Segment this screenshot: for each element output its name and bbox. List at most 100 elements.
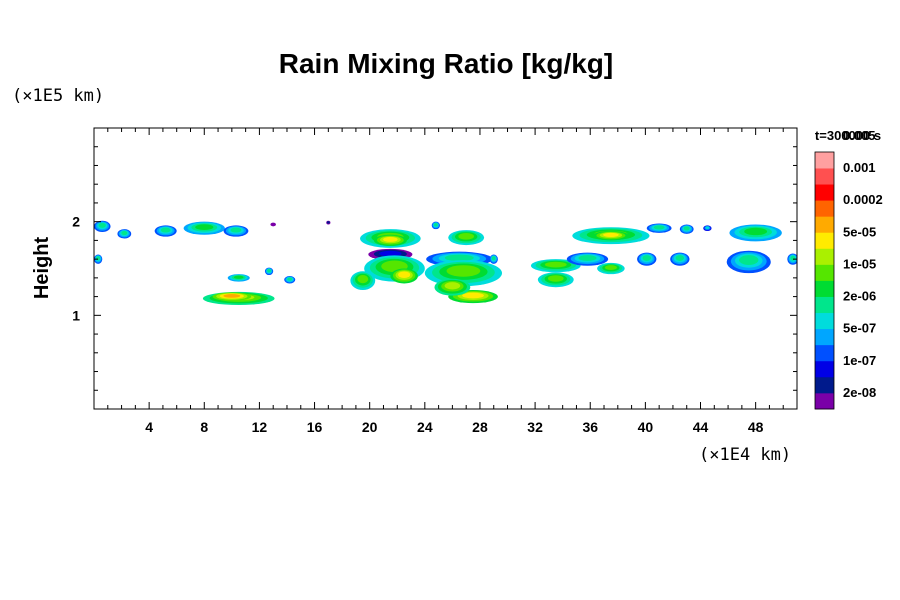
contour-band — [233, 275, 244, 279]
colorbar-swatch — [815, 376, 834, 394]
colorbar-label: 1e-05 — [843, 256, 876, 271]
data-cell — [637, 252, 657, 266]
data-cell — [566, 252, 609, 266]
contour-band — [230, 227, 242, 233]
colorbar-swatch — [815, 168, 834, 185]
data-cell — [670, 252, 690, 266]
colorbar-swatch — [815, 360, 834, 378]
contour-band — [491, 256, 496, 261]
contour-band — [675, 255, 685, 261]
colorbar-frame — [814, 151, 835, 410]
contour-band — [604, 265, 617, 271]
contour-band — [98, 222, 106, 228]
contour-band — [195, 224, 214, 230]
y-axis-label: Height — [31, 237, 53, 300]
contour-band — [544, 261, 567, 268]
colorbar-swatch — [815, 280, 834, 297]
x-tick-label: 8 — [200, 419, 208, 435]
data-cell — [350, 271, 376, 291]
colorbar-swatch — [815, 184, 834, 201]
data-cell — [424, 260, 503, 287]
contour-band — [653, 225, 665, 230]
contour-band — [705, 226, 710, 229]
colorbar-swatch — [815, 296, 834, 314]
data-cell — [448, 230, 485, 246]
colorbar-swatch — [815, 312, 834, 330]
data-cell — [431, 221, 440, 230]
data-cell — [597, 262, 625, 275]
colorbar-swatch — [815, 152, 834, 169]
plot-frame — [93, 127, 798, 410]
contour-band — [790, 255, 796, 261]
colorbar: 2e-08 1e-07 5e-07 2e-06 1e-05 5e-05 0.0002 0.00… — [814, 128, 883, 410]
x-tick-label: 4 — [145, 419, 153, 435]
data-cell — [434, 278, 471, 296]
data-cell — [284, 275, 296, 284]
contour-band — [121, 231, 128, 236]
contour-band — [739, 255, 759, 265]
contour-band — [444, 254, 474, 262]
x-tick-label: 36 — [582, 419, 598, 435]
contour-band — [287, 277, 293, 281]
x-tick-label: 44 — [693, 419, 709, 435]
data-cell — [592, 231, 629, 241]
contour-band — [578, 255, 597, 261]
contour-band — [223, 294, 241, 298]
data-cell — [270, 222, 276, 227]
colorbar-label: 0.001 — [843, 160, 876, 175]
data-cell — [679, 224, 694, 234]
data-cell — [94, 220, 111, 232]
colorbar-label: 5e-05 — [843, 224, 876, 239]
contour-band — [267, 269, 271, 273]
data-cell — [703, 225, 712, 232]
contour-band — [398, 271, 411, 279]
contour-band — [642, 255, 651, 261]
colorbar-label: 2e-06 — [843, 289, 876, 304]
contour-band — [603, 232, 619, 237]
contour-band — [683, 226, 690, 231]
colorbar-label: 5e-07 — [843, 321, 876, 336]
contour-band — [270, 222, 276, 227]
data-cell — [390, 268, 418, 284]
colorbar-swatch — [815, 392, 834, 410]
x-axis-unit: (×1E4 km) — [699, 445, 791, 465]
data-cell — [212, 292, 252, 301]
contour-band — [379, 250, 402, 257]
y-tick-label: 1 — [72, 307, 80, 323]
x-tick-label: 24 — [417, 419, 433, 435]
x-tick-label: 28 — [472, 419, 488, 435]
x-tick-label: 12 — [252, 419, 268, 435]
contour-band — [444, 282, 461, 290]
colorbar-label: 0.0002 — [843, 192, 883, 207]
data-cell — [530, 259, 581, 273]
contour-band — [96, 256, 100, 261]
colorbar-swatch — [815, 264, 834, 281]
x-tick-label: 32 — [527, 419, 543, 435]
colorbar-swatch — [815, 344, 834, 362]
data-cell — [223, 225, 249, 237]
data-cell — [726, 250, 771, 274]
colorbar-swatch — [815, 248, 834, 265]
contour-band — [326, 221, 330, 224]
contour-band — [462, 292, 484, 299]
contour-band — [446, 265, 481, 277]
colorbar-swatch — [815, 216, 834, 233]
data-cell — [183, 221, 225, 235]
colorbar-swatch — [815, 328, 834, 346]
data-cell — [729, 224, 782, 242]
colorbar-label: 0.005 — [843, 128, 876, 143]
chart-title: Rain Mixing Ratio [kg/kg] — [279, 48, 613, 79]
x-tick-label: 16 — [307, 419, 323, 435]
data-cell — [227, 274, 250, 282]
data-cell — [646, 223, 672, 233]
contour-band — [357, 274, 369, 284]
y-tick-label: 2 — [72, 214, 80, 230]
contour-band — [383, 236, 398, 242]
contour-band — [547, 275, 564, 282]
data-cell — [154, 225, 177, 237]
data-cell — [373, 234, 407, 247]
contour-band — [434, 223, 438, 227]
contour-band — [160, 227, 171, 233]
